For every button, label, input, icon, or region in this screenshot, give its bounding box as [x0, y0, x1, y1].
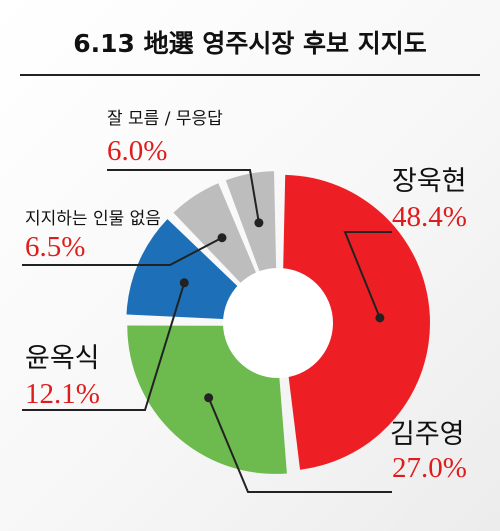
leader-line-4	[107, 169, 260, 223]
donut-hole	[223, 268, 333, 378]
leader-line-2	[22, 282, 186, 411]
slice-label-1: 김주영	[390, 419, 465, 450]
pie-slice-0	[281, 174, 430, 470]
slice-value-0: 48.4%	[392, 201, 467, 233]
chart-title: 6.13 地選 영주시장 후보 지지도	[73, 29, 427, 58]
slice-label-4: 잘 모름 / 무응답	[107, 109, 223, 129]
leader-dot-1	[204, 393, 214, 403]
leader-dot-3	[217, 233, 227, 243]
slice-value-4: 6.0%	[107, 135, 167, 167]
leader-lines	[22, 169, 392, 493]
slice-value-2: 12.1%	[25, 378, 100, 410]
leader-dot-2	[179, 278, 189, 288]
leader-line-3	[22, 236, 223, 266]
leader-dot-0	[375, 313, 385, 323]
slice-value-3: 6.5%	[25, 231, 85, 263]
slice-label-0: 장욱현	[392, 166, 467, 197]
leader-line-0	[343, 231, 392, 319]
slice-label-3: 지지하는 인물 없음	[25, 209, 161, 229]
leader-dot-4	[254, 218, 264, 228]
leader-line-1	[207, 397, 392, 493]
slice-label-2: 윤옥식	[25, 343, 100, 374]
slice-value-1: 27.0%	[392, 452, 467, 484]
